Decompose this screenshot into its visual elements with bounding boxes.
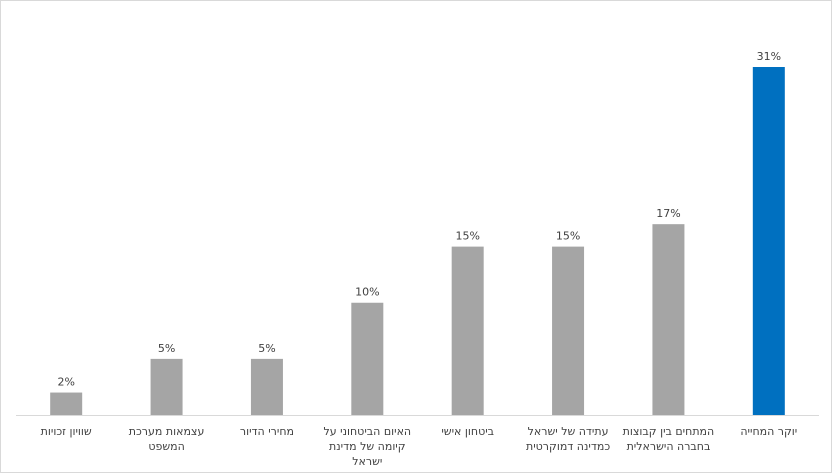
category-label-line: קיומה של מדינת bbox=[329, 440, 406, 453]
category-label-5: ביטחון אישי bbox=[441, 425, 494, 438]
category-label-line: בחברה הישראלית bbox=[627, 440, 711, 453]
category-label-line: מחירי הדיור bbox=[240, 425, 294, 438]
bar-1 bbox=[50, 392, 83, 415]
bar-4 bbox=[351, 302, 384, 415]
bar-8 bbox=[752, 67, 785, 415]
data-label-5: 15% bbox=[455, 230, 479, 243]
category-label-line: יוקר המחייה bbox=[740, 425, 797, 438]
category-label-line: המשפט bbox=[148, 440, 184, 453]
bar-6 bbox=[552, 246, 585, 415]
category-label-line: שוויון זכויות bbox=[41, 425, 92, 438]
data-label-7: 17% bbox=[656, 207, 680, 220]
data-label-8: 31% bbox=[757, 50, 781, 63]
data-label-2: 5% bbox=[158, 342, 175, 355]
category-label-line: כמדינה דמוקרטית bbox=[526, 440, 610, 453]
category-label-8: יוקר המחייה bbox=[740, 425, 797, 438]
category-label-line: עתידה של ישראל bbox=[528, 425, 609, 438]
category-label-4: האיום הביטחוני על קיומה של מדינת ישראל bbox=[324, 425, 412, 468]
bar-2 bbox=[150, 358, 183, 415]
data-label-4: 10% bbox=[355, 286, 379, 299]
bar-5 bbox=[451, 246, 484, 415]
category-label-2: עצמאות מערכת המשפט bbox=[129, 425, 205, 453]
category-label-line: ביטחון אישי bbox=[441, 425, 494, 438]
category-label-6: עתידה של ישראל כמדינה דמוקרטית bbox=[526, 425, 610, 453]
category-label-line: האיום הביטחוני על bbox=[324, 425, 412, 438]
bar-3 bbox=[250, 358, 283, 415]
category-label-line: ישראל bbox=[352, 455, 382, 468]
category-label-7: המתחים בין קבוצות בחברה הישראלית bbox=[623, 425, 715, 453]
bar-7 bbox=[652, 224, 685, 415]
category-label-line: עצמאות מערכת bbox=[129, 425, 205, 438]
category-label-line: המתחים בין קבוצות bbox=[623, 425, 715, 438]
data-label-1: 2% bbox=[57, 376, 74, 389]
data-label-6: 15% bbox=[556, 230, 580, 243]
data-label-3: 5% bbox=[258, 342, 275, 355]
category-label-1: שוויון זכויות bbox=[41, 425, 92, 438]
category-label-3: מחירי הדיור bbox=[240, 425, 294, 438]
